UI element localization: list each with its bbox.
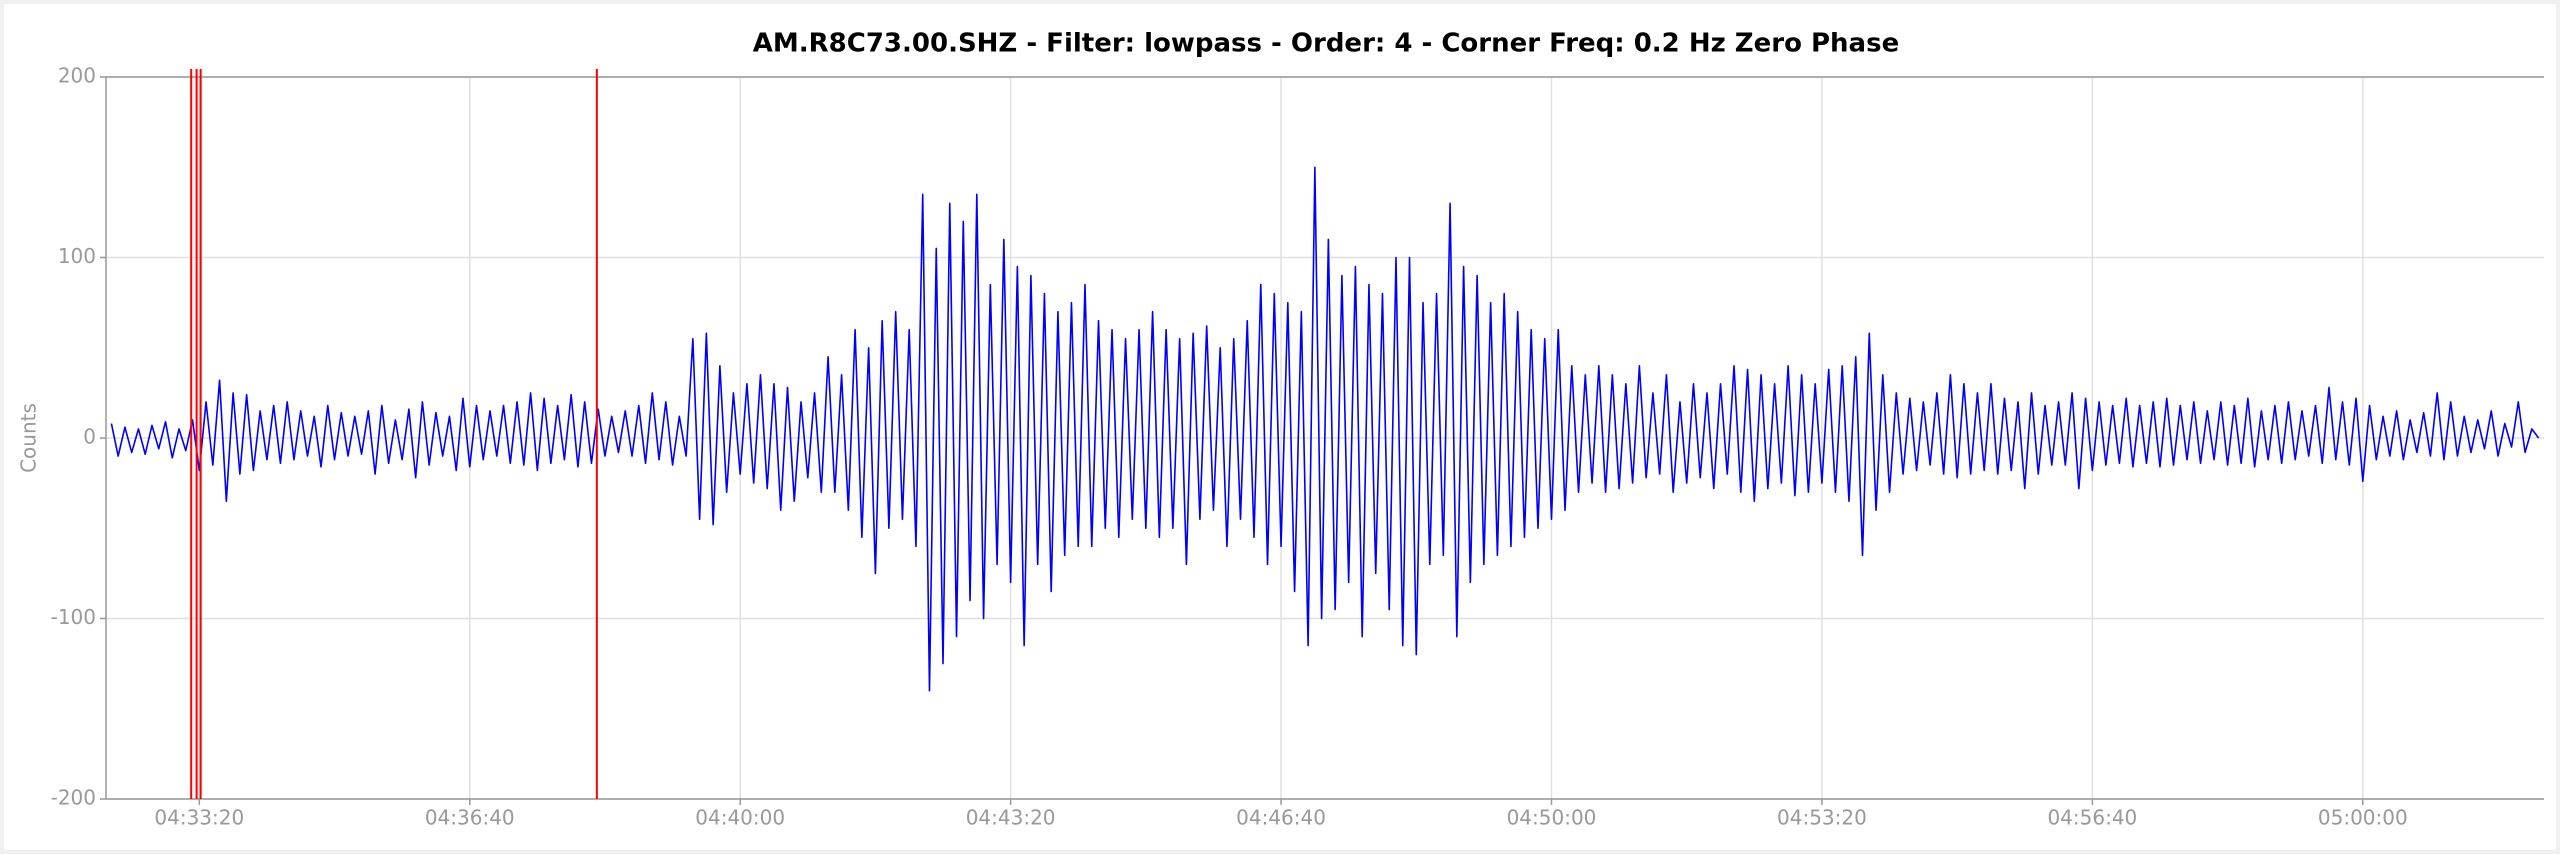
waveform [110,166,2540,692]
y-tick-label: 0 [83,425,96,449]
x-tick-label: 05:00:00 [2318,806,2408,830]
y-tick-label: 200 [58,64,96,88]
chart-title: AM.R8C73.00.SHZ - Filter: lowpass - Orde… [753,29,1899,59]
x-tick-label: 04:50:00 [1507,806,1597,830]
x-tick-label: 04:56:40 [2047,806,2137,830]
y-tick-label: -100 [51,605,96,629]
y-tick-label: 100 [58,244,96,268]
chart-background [4,4,2556,850]
y-tick-label: -200 [51,786,96,810]
x-tick-label: 04:43:20 [966,806,1056,830]
x-tick-label: 04:33:20 [154,806,244,830]
x-tick-label: 04:53:20 [1777,806,1867,830]
x-tick-label: 04:40:00 [695,806,785,830]
y-axis-label: Counts [17,403,41,473]
x-tick-label: 04:46:40 [1236,806,1326,830]
x-tick-label: 04:36:40 [425,806,515,830]
